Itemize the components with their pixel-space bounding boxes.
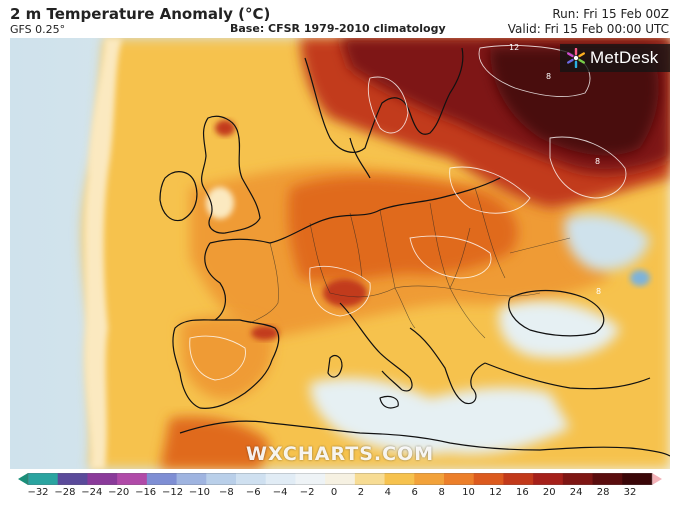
contour-label: 8: [595, 157, 600, 166]
colorbar-tick-labels: −32 −28 −24 −20 −16 −12 −10 −8 −6 −4 −2 0 2 4 6 8 10 12 16…: [0, 487, 680, 503]
valid-time-label: Valid: Fri 15 Feb 00:00 UTC: [507, 22, 669, 36]
country-borders: [249, 187, 571, 339]
colorbar-tick-label: 16: [515, 487, 529, 498]
metdesk-logo: MetDesk: [560, 44, 670, 72]
ukraine-cool-region: [564, 214, 650, 271]
colorbar-segment: [117, 473, 148, 485]
colorbar-tick-label: −20: [108, 487, 130, 498]
mediterranean-cool-region: [310, 378, 570, 455]
colorbar-segment: [503, 473, 534, 485]
colorbar-tick-label: −16: [135, 487, 157, 498]
metdesk-logo-icon: [566, 48, 586, 68]
map-canvas: 12 8 8 8: [10, 38, 670, 469]
colorbar-segment: [57, 473, 88, 485]
colorbar-tick-label: 8: [438, 487, 445, 498]
mild-fringe-region: [84, 38, 122, 469]
colorbar-tick-label: 28: [596, 487, 610, 498]
anomaly-contours: [189, 45, 627, 381]
metdesk-logo-text: MetDesk: [590, 48, 659, 67]
colorbar-segment: [414, 473, 445, 485]
scotland-hotspot: [215, 120, 235, 136]
colorbar-tick-label: 32: [623, 487, 637, 498]
base-climatology-label: Base: CFSR 1979-2010 climatology: [230, 22, 446, 35]
colorbar-tick-label: 2: [357, 487, 365, 498]
colorbar-tick-label: −10: [188, 487, 211, 498]
colorbar-segment: [473, 473, 504, 485]
header: 2 m Temperature Anomaly (°C) GFS 0.25° B…: [0, 0, 680, 38]
colorbar-segment: [206, 473, 237, 485]
colorbar: [18, 473, 662, 485]
colorbar-outline: [27, 473, 653, 485]
colorbar-tick-label: −8: [218, 487, 234, 498]
wxcharts-watermark: WXCHARTS.COM: [246, 443, 435, 465]
colorbar-tick-label: −12: [161, 487, 184, 498]
anomaly-map: 12 8 8 8 MetDesk W: [10, 38, 670, 469]
colorbar-segment: [622, 473, 653, 485]
colorbar-tick-label: −4: [272, 487, 288, 498]
colorbar-segment: [87, 473, 118, 485]
colorbar-segment: [444, 473, 475, 485]
alps-hotspot: [323, 279, 367, 307]
coastlines: [159, 47, 670, 457]
colorbar-tick-label: −24: [81, 487, 103, 498]
colorbar-tick-label: 0: [330, 487, 338, 498]
england-mild-region: [206, 187, 234, 219]
iberia-warm-region: [180, 316, 274, 399]
iberia-hotspot: [251, 326, 279, 340]
chart-title: 2 m Temperature Anomaly (°C): [10, 5, 271, 23]
colorbar-segment: [236, 473, 267, 485]
colorbar-tick-label: −6: [245, 487, 261, 498]
colorbar-tick-label: −32: [27, 487, 49, 498]
black-sea-cool-region: [498, 300, 620, 359]
caucasus-cold-spot: [630, 270, 650, 286]
colorbar-segment: [592, 473, 623, 485]
colorbar-segment: [146, 473, 178, 485]
colorbar-segment: [384, 473, 415, 485]
colorbar-segment: [354, 473, 386, 485]
colorbar-tick-label: −28: [54, 487, 76, 498]
colorbar-segment: [295, 473, 326, 485]
colorbar-segment: [533, 473, 564, 485]
north-africa-hot-region: [160, 416, 270, 469]
colorbar-segment: [176, 473, 207, 485]
colorbar-tick-label: 12: [489, 487, 502, 498]
colorbar-tick-label: −2: [299, 487, 315, 498]
run-time-label: Run: Fri 15 Feb 00Z: [552, 7, 669, 21]
colorbar-tick-label: 10: [462, 487, 475, 498]
colorbar-tick-label: 24: [569, 487, 583, 498]
model-label: GFS 0.25°: [10, 23, 66, 36]
colorbar-segment: [562, 473, 594, 485]
colorbar-right-arrow: [652, 473, 662, 485]
central-europe-hot-region: [288, 176, 518, 282]
colorbar-segment: [265, 473, 296, 485]
contour-label: 8: [596, 287, 601, 296]
colorbar-left-arrow: [18, 473, 28, 485]
colorbar-tick-label: 20: [542, 487, 556, 498]
colorbar-segment: [325, 473, 356, 485]
colorbar-tick-label: 6: [411, 487, 418, 498]
darkest-anomaly-core: [490, 48, 659, 156]
colorbar-tick-label: 4: [384, 487, 391, 498]
contour-label: 12: [509, 43, 519, 52]
colorbar-segments: [18, 473, 662, 485]
colorbar-segment: [28, 473, 59, 485]
contour-label: 8: [546, 72, 551, 81]
